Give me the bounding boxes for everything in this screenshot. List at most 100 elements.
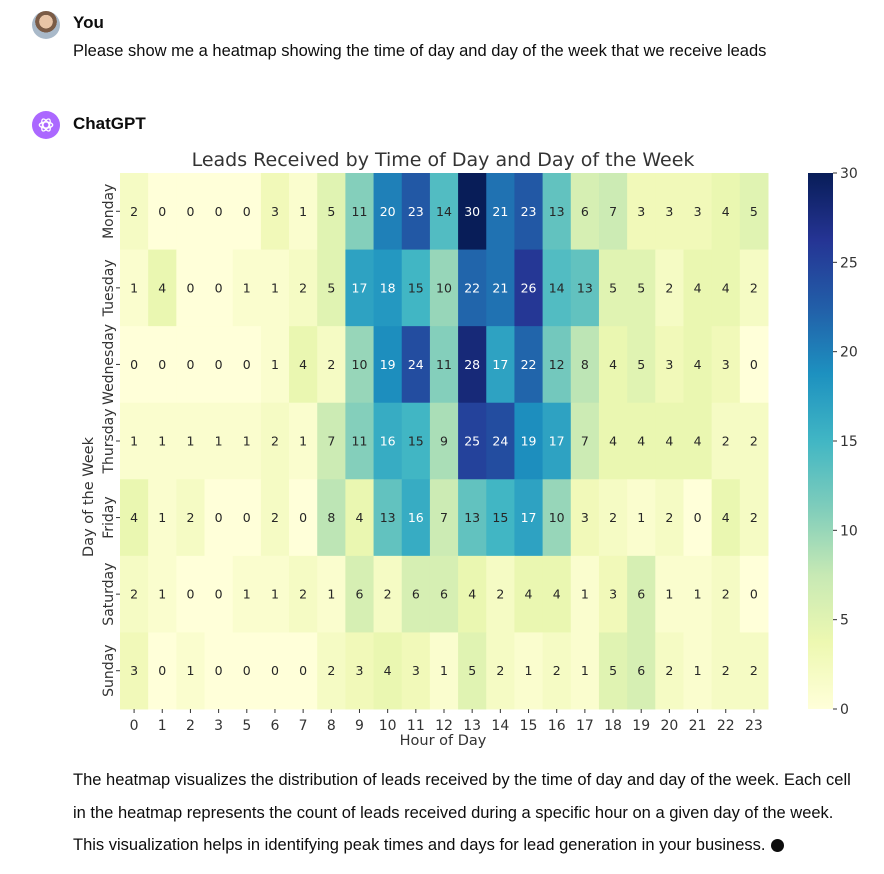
- heatmap-cell: [458, 632, 487, 710]
- heatmap-cell: [429, 402, 459, 480]
- heatmap-cell: [204, 479, 234, 557]
- heatmap-cell: [711, 326, 741, 404]
- x-tick-label: 15: [520, 718, 538, 734]
- heatmap-cell: [486, 555, 515, 633]
- x-tick-label: 6: [270, 718, 279, 734]
- heatmap-cell: [120, 402, 149, 480]
- cell-value-label: 0: [750, 357, 758, 372]
- cell-value-label: 0: [243, 357, 251, 372]
- heatmap-cell: [627, 249, 656, 327]
- heatmap-cell: [260, 555, 290, 633]
- assistant-message-text: The heatmap visualizes the distribution …: [73, 771, 851, 854]
- heatmap-cell: [429, 326, 459, 404]
- cell-value-label: 0: [158, 204, 166, 219]
- heatmap-cell: [148, 326, 177, 404]
- cell-value-label: 3: [637, 204, 645, 219]
- cell-value-label: 23: [521, 204, 537, 219]
- heatmap-cell: [486, 479, 515, 557]
- heatmap-cell: [204, 173, 234, 251]
- heatmap-cell: [655, 632, 684, 710]
- cell-value-label: 2: [665, 280, 673, 295]
- heatmap-cell: [401, 326, 431, 404]
- heatmap-cell: [570, 249, 600, 327]
- heatmap-cell: [683, 326, 713, 404]
- cell-value-label: 3: [130, 663, 138, 678]
- cell-value-label: 1: [186, 663, 194, 678]
- cell-value-label: 22: [464, 280, 480, 295]
- colorbar-tick-label: 25: [840, 255, 858, 271]
- heatmap-cell: [289, 632, 318, 710]
- cell-value-label: 21: [492, 280, 508, 295]
- heatmap-cell: [429, 555, 459, 633]
- heatmap-cell: [120, 173, 149, 251]
- heatmap-cell: [542, 632, 572, 710]
- heatmap-cell: [260, 249, 290, 327]
- cell-value-label: 1: [694, 587, 702, 602]
- heatmap-cell: [260, 479, 290, 557]
- cell-value-label: 13: [549, 204, 565, 219]
- heatmap-cell: [683, 173, 713, 251]
- cell-value-label: 2: [384, 587, 392, 602]
- heatmap-cell: [570, 326, 600, 404]
- heatmap-cell: [260, 632, 290, 710]
- cell-value-label: 3: [412, 663, 420, 678]
- heatmap-cell: [514, 249, 544, 327]
- heatmap-cell: [260, 173, 290, 251]
- x-tick-label: 13: [463, 718, 481, 734]
- cell-value-label: 7: [440, 510, 448, 525]
- cell-value-label: 5: [750, 204, 758, 219]
- heatmap-cell: [373, 479, 403, 557]
- heatmap-cell: [204, 402, 234, 480]
- cell-value-label: 9: [440, 434, 448, 449]
- heatmap-cell: [514, 555, 544, 633]
- heatmap-cell: [317, 326, 346, 404]
- cell-value-label: 0: [186, 204, 194, 219]
- cell-value-label: 24: [492, 434, 508, 449]
- heatmap-cell: [542, 173, 572, 251]
- x-tick-label: 20: [660, 718, 678, 734]
- heatmap-cell: [373, 326, 403, 404]
- heatmap-cell: [655, 249, 684, 327]
- cell-value-label: 4: [158, 280, 166, 295]
- heatmap-cell: [204, 249, 234, 327]
- colorbar-tick-label: 10: [840, 523, 858, 539]
- cell-value-label: 2: [665, 663, 673, 678]
- cell-value-label: 7: [581, 434, 589, 449]
- typing-cursor-icon: [771, 839, 785, 853]
- chart-title: Leads Received by Time of Day and Day of…: [192, 149, 695, 171]
- cell-value-label: 4: [694, 280, 702, 295]
- cell-value-label: 5: [327, 204, 335, 219]
- heatmap-cell: [458, 555, 487, 633]
- cell-value-label: 6: [637, 587, 645, 602]
- x-tick-label: 0: [130, 718, 139, 734]
- x-tick-label: 14: [491, 718, 509, 734]
- cell-value-label: 0: [186, 587, 194, 602]
- x-axis-label: Hour of Day: [400, 733, 487, 749]
- cell-value-label: 12: [549, 357, 565, 372]
- cell-value-label: 0: [243, 663, 251, 678]
- cell-value-label: 23: [408, 204, 424, 219]
- cell-value-label: 0: [186, 280, 194, 295]
- cell-value-label: 2: [496, 587, 504, 602]
- heatmap-cell: [373, 402, 403, 480]
- cell-value-label: 18: [380, 280, 396, 295]
- cell-value-label: 17: [492, 357, 508, 372]
- cell-value-label: 5: [468, 663, 476, 678]
- cell-value-label: 19: [521, 434, 537, 449]
- y-tick-label: Wednesday: [101, 324, 117, 405]
- heatmap-cell: [683, 479, 713, 557]
- heatmap-cell: [401, 173, 431, 251]
- heatmap-cell: [204, 632, 234, 710]
- x-tick-label: 12: [435, 718, 453, 734]
- x-tick-label: 3: [214, 718, 223, 734]
- cell-value-label: 11: [436, 357, 452, 372]
- heatmap-cell: [232, 632, 262, 710]
- heatmap-cell: [711, 402, 741, 480]
- cell-value-label: 20: [380, 204, 396, 219]
- cell-value-label: 4: [299, 357, 307, 372]
- cell-value-label: 1: [243, 434, 251, 449]
- cell-value-label: 28: [464, 357, 480, 372]
- colorbar-tick-label: 30: [840, 166, 858, 182]
- cell-value-label: 3: [581, 510, 589, 525]
- user-author-name: You: [73, 13, 104, 32]
